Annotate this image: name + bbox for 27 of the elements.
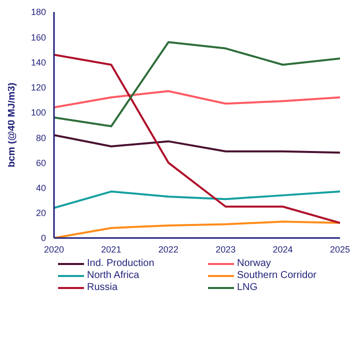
y-tick-label: 60 [36, 158, 46, 168]
y-tick-label: 100 [30, 108, 46, 118]
legend-label: Southern Corridor [237, 270, 316, 281]
y-tick-label: 0 [40, 233, 46, 244]
y-tick-label: 120 [30, 82, 46, 93]
y-tick-label: 140 [30, 57, 46, 68]
line-series [54, 54, 340, 224]
x-tick-label: 2024 [272, 244, 293, 254]
legend-label: North Africa [87, 270, 140, 281]
x-tick-label: 2023 [216, 244, 236, 254]
y-tick-label: 40 [36, 182, 46, 193]
y-tick-label: 20 [36, 208, 46, 218]
y-tick-label: 160 [30, 32, 46, 42]
legend-label: Russia [87, 282, 118, 293]
y-tick-label: 80 [36, 132, 46, 143]
legend-label: Norway [237, 258, 271, 269]
x-tick-label: 2025 [330, 244, 350, 254]
line-series [54, 90, 340, 108]
x-tick-label: 2022 [158, 244, 178, 254]
y-tick-label: 180 [30, 7, 46, 18]
line-series [54, 134, 340, 154]
line-series [54, 190, 340, 209]
x-tick-label: 2020 [44, 244, 64, 254]
line-series [54, 41, 340, 128]
legend-label: LNG [237, 282, 258, 293]
x-tick-label: 2021 [101, 244, 122, 254]
legend-label: Ind. Production [87, 258, 154, 269]
